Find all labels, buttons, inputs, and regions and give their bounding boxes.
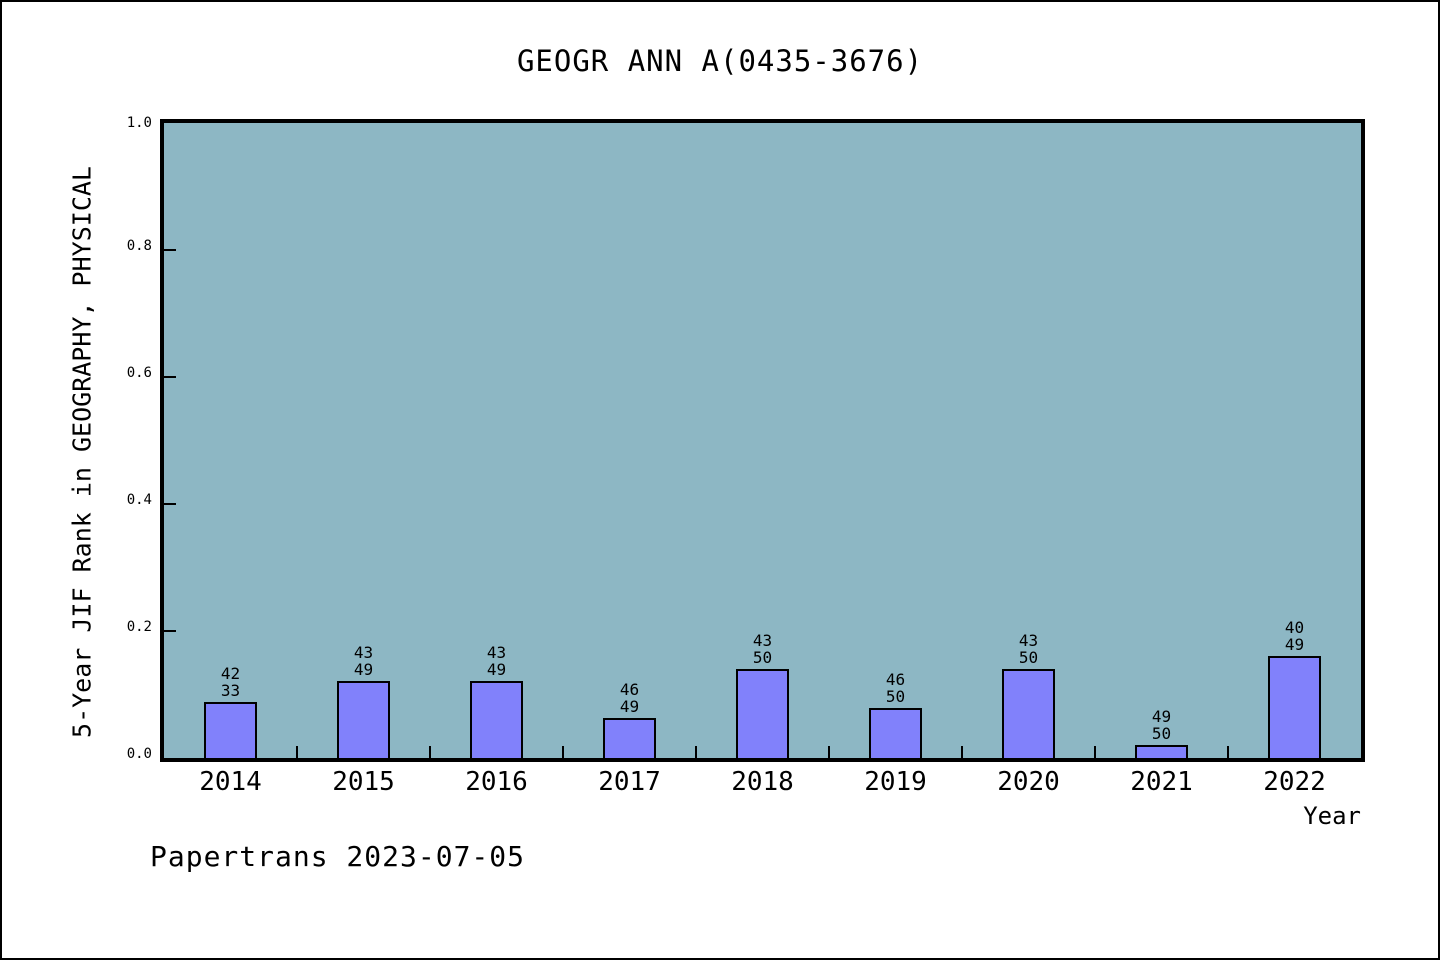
bar-2020 xyxy=(1002,669,1055,758)
bar-value-label: 49 50 xyxy=(1151,707,1172,743)
bar-value-label: 43 49 xyxy=(486,643,507,679)
y-tick-mark xyxy=(164,630,176,632)
y-tick-label: 1.0 xyxy=(126,115,152,131)
y-tick-label: 0.4 xyxy=(126,492,152,508)
y-tick-mark xyxy=(164,249,176,251)
y-tick-mark xyxy=(164,376,176,378)
bar-value-label: 46 50 xyxy=(885,670,906,706)
y-tick-label: 0.0 xyxy=(126,746,152,762)
x-category-label: 2017 xyxy=(598,767,661,797)
bar-2014 xyxy=(204,702,257,758)
x-axis-label: Year xyxy=(1303,802,1361,830)
x-tick-mark xyxy=(296,746,298,758)
bar-2016 xyxy=(470,681,523,758)
x-tick-mark xyxy=(695,746,697,758)
bar-2015 xyxy=(337,681,390,758)
x-category-label: 2015 xyxy=(332,767,395,797)
y-tick-mark xyxy=(164,503,176,505)
x-category-label: 2019 xyxy=(864,767,927,797)
y-tick-label: 0.2 xyxy=(126,619,152,635)
x-tick-mark xyxy=(1227,746,1229,758)
bar-2018 xyxy=(736,669,789,758)
x-category-label: 2021 xyxy=(1130,767,1193,797)
x-tick-mark xyxy=(562,746,564,758)
y-tick-label: 0.6 xyxy=(126,365,152,381)
x-tick-mark xyxy=(429,746,431,758)
bar-2021 xyxy=(1135,745,1188,758)
bar-value-label: 42 33 xyxy=(220,664,241,700)
bar-value-label: 43 50 xyxy=(1018,631,1039,667)
x-category-label: 2014 xyxy=(199,767,262,797)
x-category-label: 2018 xyxy=(731,767,794,797)
bar-2022 xyxy=(1268,656,1321,758)
x-category-label: 2020 xyxy=(997,767,1060,797)
plot-area: 42 33 43 49 43 49 46 49 43 50 46 50 43 50 49 50… xyxy=(160,119,1365,762)
chart-title: GEOGR ANN A(0435-3676) xyxy=(516,44,924,78)
footer-watermark: Papertrans 2023-07-05 xyxy=(150,840,526,873)
bar-2017 xyxy=(603,718,656,758)
bar-value-label: 46 49 xyxy=(619,680,640,716)
y-tick-label: 0.8 xyxy=(126,238,152,254)
bar-value-label: 43 49 xyxy=(353,643,374,679)
x-category-label: 2016 xyxy=(465,767,528,797)
bar-value-label: 43 50 xyxy=(752,631,773,667)
x-category-label: 2022 xyxy=(1263,767,1326,797)
x-tick-mark xyxy=(828,746,830,758)
bar-value-label: 40 49 xyxy=(1284,618,1305,654)
x-tick-mark xyxy=(961,746,963,758)
x-tick-mark xyxy=(1094,746,1096,758)
bar-2019 xyxy=(869,708,922,758)
